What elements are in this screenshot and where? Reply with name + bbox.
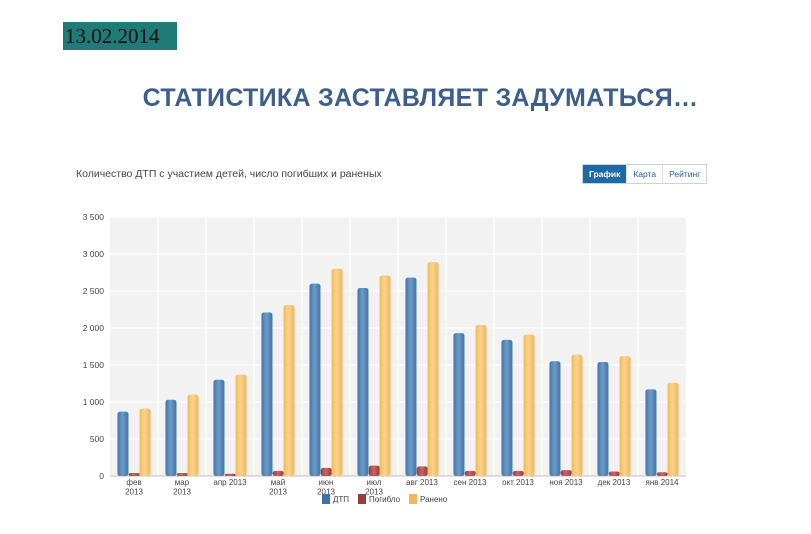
x-tick-label: май [271,478,285,487]
x-tick-label: окт 2013 [502,478,534,487]
x-tick-label: дек 2013 [598,478,631,487]
bar-Ранено [475,325,487,476]
x-tick-label: сен 2013 [454,478,487,487]
bar-ДТП [117,411,129,476]
legend-swatch-Погибло [358,494,366,504]
y-tick-label: 0 [99,471,104,481]
x-tick-label: янв 2014 [645,478,679,487]
bar-Ранено [619,356,631,476]
tab-rating[interactable]: Рейтинг [662,165,707,183]
bar-Ранено [139,408,151,476]
chart-title: Количество ДТП с участием детей, число п… [76,168,382,180]
bar-ДТП [501,339,513,476]
bar-Погибло [560,470,572,476]
bar-ДТП [597,362,609,476]
view-tabs: График Карта Рейтинг [582,164,708,184]
bar-ДТП [213,379,225,476]
x-tick-label: ноя 2013 [549,478,583,487]
bar-Погибло [656,472,668,476]
y-tick-label: 3 500 [83,212,105,222]
tab-chart[interactable]: График [583,165,627,183]
bar-Ранено [571,354,583,476]
bar-Ранено [283,305,295,476]
bar-Погибло [416,466,428,476]
y-tick-label: 500 [90,434,104,444]
date-badge: 13.02.2014 [63,22,177,50]
bar-Погибло [272,470,284,476]
x-tick-label: 2013 [365,488,383,497]
bar-Погибло [320,467,332,476]
x-tick-label: июн [319,478,334,487]
y-tick-label: 2 000 [83,323,105,333]
legend-label: Погибло [369,495,401,504]
bar-Погибло [368,465,380,476]
bar-ДТП [645,389,657,476]
bar-ДТП [165,399,177,476]
bar-ДТП [549,361,561,476]
legend-swatch-ДТП [322,494,330,504]
bar-Погибло [128,473,140,476]
tab-map[interactable]: Карта [626,165,663,183]
legend-swatch-Ранено [409,494,417,504]
y-tick-label: 3 000 [83,249,105,259]
y-tick-label: 2 500 [83,286,105,296]
bar-Погибло [224,473,236,476]
bar-ДТП [453,333,465,476]
bar-ДТП [261,312,273,476]
bar-Погибло [512,470,524,476]
bar-Ранено [427,262,439,476]
bar-Ранено [331,268,343,476]
x-tick-label: апр 2013 [213,478,247,487]
bar-Ранено [187,394,199,476]
x-tick-label: авг 2013 [406,478,438,487]
x-tick-label: 2013 [269,488,287,497]
bar-Погибло [176,473,188,476]
bar-Ранено [523,334,535,476]
bar-Ранено [667,382,679,476]
y-tick-label: 1 000 [83,397,105,407]
x-tick-label: июл [367,478,382,487]
bar-Погибло [608,471,620,476]
bar-Ранено [379,275,391,476]
x-tick-label: мар [175,478,190,487]
legend-label: Ранено [420,495,448,504]
x-tick-label: 2013 [317,488,335,497]
bar-ДТП [309,283,321,476]
bar-Погибло [464,470,476,476]
x-tick-label: 2013 [173,488,191,497]
x-tick-label: фев [126,478,141,487]
bar-ДТП [405,277,417,476]
x-tick-label: 2013 [125,488,143,497]
slide-title: СТАТИСТИКА ЗАСТАВЛЯЕТ ЗАДУМАТЬСЯ… [142,84,699,112]
legend-label: ДТП [333,495,349,504]
bar-Ранено [235,374,247,476]
y-tick-label: 1 500 [83,360,105,370]
bar-ДТП [357,288,369,476]
